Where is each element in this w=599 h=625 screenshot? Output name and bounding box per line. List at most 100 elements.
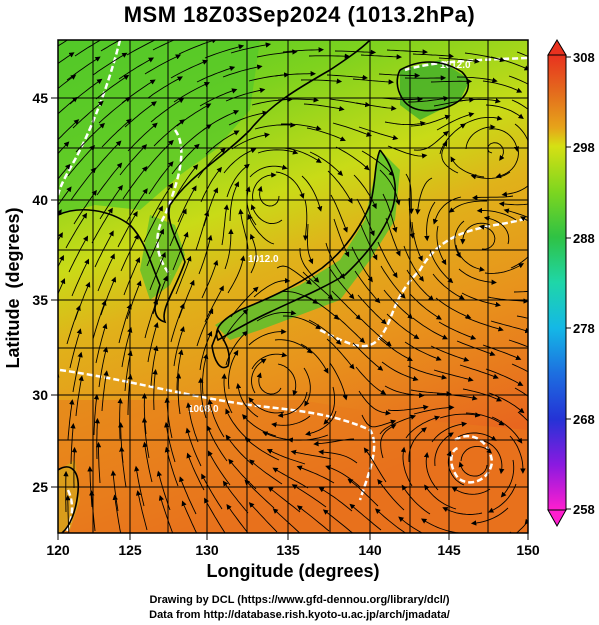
streamline <box>305 410 337 436</box>
streamline <box>361 414 397 428</box>
streamline <box>424 201 436 242</box>
streamline <box>251 352 288 370</box>
x-axis-ticks <box>57 533 529 540</box>
streamline <box>228 458 257 490</box>
streamline <box>282 47 324 53</box>
streamline <box>65 494 71 533</box>
streamline <box>360 54 402 60</box>
streamline <box>149 251 166 291</box>
streamline <box>95 441 102 484</box>
streamline <box>413 404 455 415</box>
streamline <box>119 446 127 488</box>
streamline <box>95 74 130 100</box>
streamline <box>101 370 109 412</box>
streamline <box>490 56 528 71</box>
streamline <box>92 52 128 76</box>
streamline <box>142 441 153 483</box>
streamline <box>242 414 277 437</box>
streamline <box>534 152 545 187</box>
streamline <box>433 369 474 382</box>
streamline <box>325 242 345 280</box>
streamline <box>198 377 207 419</box>
streamline <box>256 310 297 322</box>
streamline <box>200 166 222 203</box>
streamline <box>335 146 370 171</box>
x-tick-label: 145 <box>437 542 461 558</box>
streamline <box>110 470 119 512</box>
streamline <box>313 438 355 447</box>
streamline <box>328 266 355 300</box>
streamline <box>482 80 523 93</box>
streamline <box>485 368 524 386</box>
streamline <box>476 207 517 221</box>
streamline <box>508 75 528 85</box>
streamline <box>308 53 351 59</box>
streamline <box>302 199 309 241</box>
streamline <box>401 484 431 515</box>
streamline <box>164 421 176 463</box>
streamline <box>280 123 322 131</box>
streamline <box>300 343 329 374</box>
x-tick-label: 125 <box>118 542 142 558</box>
streamline <box>74 40 102 57</box>
streamline <box>355 366 387 395</box>
streamline <box>251 358 267 394</box>
streamline <box>495 147 519 179</box>
colorbar-tick-label: 278 <box>573 321 595 336</box>
streamline <box>176 349 184 390</box>
plot-area: 1012.0 1008.0 1012.0 <box>43 40 545 540</box>
streamline <box>503 208 528 218</box>
streamline <box>412 53 454 59</box>
streamline <box>387 404 429 411</box>
streamline <box>186 452 205 491</box>
streamline <box>69 78 103 105</box>
streamline <box>405 173 415 215</box>
streamline <box>447 537 485 540</box>
streamline <box>436 225 447 266</box>
streamline <box>470 171 511 180</box>
y-tick-label: 45 <box>32 90 48 106</box>
streamline <box>198 234 213 275</box>
streamline <box>117 397 123 440</box>
streamline <box>296 505 330 532</box>
streamline <box>514 387 528 397</box>
x-tick-labels: 120 125 130 135 140 145 150 <box>46 542 540 558</box>
streamline <box>331 290 362 320</box>
streamline <box>145 139 174 171</box>
streamline <box>457 432 497 441</box>
streamline <box>91 207 113 244</box>
streamline <box>186 402 199 443</box>
streamline <box>283 147 322 163</box>
streamline <box>93 140 122 172</box>
streamline <box>43 494 44 532</box>
streamline <box>290 449 332 460</box>
streamline <box>450 156 485 178</box>
streamline <box>491 416 523 444</box>
y-tick-label: 35 <box>32 292 48 308</box>
streamline <box>158 495 174 533</box>
streamline <box>253 277 291 298</box>
streamline <box>100 40 121 52</box>
streamline <box>434 432 454 467</box>
streamline <box>352 78 394 85</box>
streamline <box>410 389 452 397</box>
streamline <box>516 51 528 57</box>
streamline <box>225 408 251 442</box>
streamline <box>375 508 407 533</box>
streamline <box>517 411 528 422</box>
streamline <box>249 233 257 274</box>
streamline <box>152 40 175 51</box>
streamline <box>303 103 345 112</box>
streamline <box>303 367 311 407</box>
streamline <box>178 40 218 55</box>
wind-streamlines <box>43 40 545 540</box>
streamline <box>508 339 528 348</box>
streamline <box>534 464 539 502</box>
streamline <box>201 259 219 299</box>
streamline <box>257 149 299 155</box>
streamline <box>75 375 84 417</box>
streamline <box>75 122 105 153</box>
streamline <box>381 96 423 102</box>
colorbar-tick-label: 268 <box>573 412 595 427</box>
streamline <box>204 44 245 59</box>
